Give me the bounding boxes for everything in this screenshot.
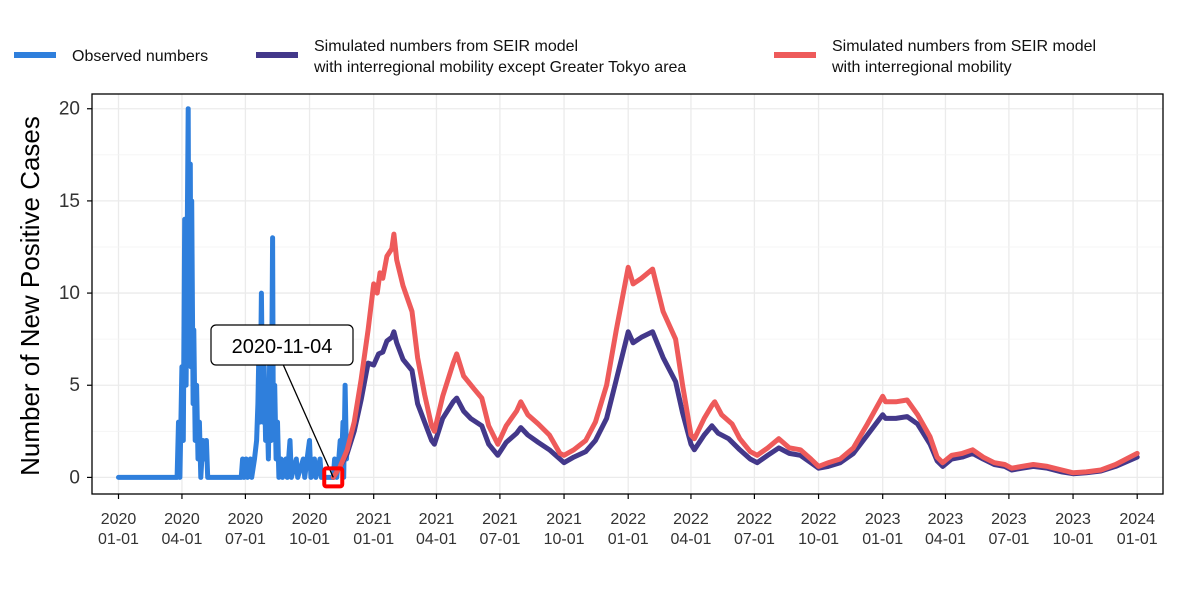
x-tick-label-line: 04-01	[925, 531, 966, 548]
x-tick-label-line: 07-01	[734, 531, 775, 548]
highlight-marker	[322, 466, 345, 489]
y-tick-label-3: 15	[59, 191, 80, 212]
y-tick-label-1: 5	[69, 375, 80, 396]
series-line-0	[116, 106, 350, 480]
series-layer	[116, 106, 1140, 480]
plot-border	[91, 93, 1164, 495]
x-tick-label-14: 2023 07-01	[988, 511, 1029, 548]
x-tick-label-line: 2024	[1119, 511, 1155, 528]
x-tick-label-line: 07-01	[988, 531, 1029, 548]
legend-label-line: with interregional mobility	[831, 59, 1012, 76]
annotation: 2020-11-04	[210, 324, 354, 489]
y-tick-label-2: 10	[59, 283, 80, 304]
x-tick-label-line: 2023	[928, 511, 964, 528]
x-tick-label-16: 2024 01-01	[1117, 511, 1158, 548]
x-tick-label-line: 04-01	[161, 531, 202, 548]
legend-label-line: Simulated numbers from SEIR model	[314, 38, 578, 55]
x-tick-label-line: 2020	[164, 511, 200, 528]
x-tick-label-line: 10-01	[798, 531, 839, 548]
legend-label-line: Observed numbers	[72, 48, 208, 65]
x-tick-label-line: 2021	[419, 511, 455, 528]
x-tick-label-line: 10-01	[544, 531, 585, 548]
x-tick-label-10: 2022 07-01	[734, 511, 775, 548]
legend-label-line: Simulated numbers from SEIR model	[832, 38, 1096, 55]
x-tick-label-line: 2023	[991, 511, 1027, 528]
x-tick-label-0: 2020 01-01	[98, 511, 139, 548]
series-line-1	[330, 329, 1140, 480]
x-tick-label-line: 10-01	[289, 531, 330, 548]
y-tick-label-4: 20	[59, 99, 80, 120]
x-tick-label-6: 2021 07-01	[479, 511, 520, 548]
legend-label-line: with interregional mobility except Great…	[313, 59, 686, 76]
x-tick-label-9: 2022 04-01	[670, 511, 711, 548]
x-tick-label-line: 2022	[673, 511, 709, 528]
x-tick-label-line: 2021	[356, 511, 392, 528]
x-tick-label-line: 2022	[801, 511, 837, 528]
x-tick-label-13: 2023 04-01	[925, 511, 966, 548]
legend-label-0: Observed numbers	[72, 48, 208, 65]
x-tick-label-8: 2022 01-01	[608, 511, 649, 548]
grid	[92, 94, 1163, 494]
x-tick-label-5: 2021 04-01	[416, 511, 457, 548]
x-tick-label-15: 2023 10-01	[1053, 511, 1094, 548]
x-tick-label-line: 2022	[737, 511, 773, 528]
x-tick-label-line: 01-01	[608, 531, 649, 548]
x-tick-label-line: 2020	[292, 511, 328, 528]
x-tick-label-line: 01-01	[1117, 531, 1158, 548]
x-tick-label-line: 2020	[228, 511, 264, 528]
callout-label: 2020-11-04	[232, 336, 333, 358]
x-tick-label-11: 2022 10-01	[798, 511, 839, 548]
legend-label-1: Simulated numbers from SEIR model with in…	[313, 38, 686, 76]
x-tick-label-line: 01-01	[862, 531, 903, 548]
x-tick-label-line: 04-01	[416, 531, 457, 548]
x-tick-label-line: 01-01	[353, 531, 394, 548]
x-tick-label-line: 2021	[482, 511, 518, 528]
x-tick-label-line: 04-01	[670, 531, 711, 548]
legend: Observed numbers Simulated numbers from S…	[14, 38, 1096, 76]
x-tick-label-1: 2020 04-01	[161, 511, 202, 548]
x-tick-label-line: 2022	[610, 511, 646, 528]
x-tick-label-7: 2021 10-01	[544, 511, 585, 548]
x-tick-label-line: 2023	[1055, 511, 1091, 528]
x-tick-label-line: 2021	[546, 511, 582, 528]
callout-connector	[281, 361, 334, 478]
x-tick-label-line: 2020	[101, 511, 137, 528]
y-tick-label-0: 0	[69, 467, 80, 488]
x-tick-label-2: 2020 07-01	[225, 511, 266, 548]
x-tick-label-4: 2021 01-01	[353, 511, 394, 548]
series-line-2	[330, 231, 1140, 480]
legend-label-2: Simulated numbers from SEIR model with in…	[831, 38, 1096, 76]
x-tick-label-line: 10-01	[1053, 531, 1094, 548]
x-tick-label-line: 07-01	[225, 531, 266, 548]
callout-box	[210, 324, 354, 366]
x-tick-label-12: 2023 01-01	[862, 511, 903, 548]
y-axis-label: Number of New Positive Cases	[15, 116, 45, 476]
x-tick-label-3: 2020 10-01	[289, 511, 330, 548]
x-tick-label-line: 07-01	[479, 531, 520, 548]
x-tick-label-line: 2023	[865, 511, 901, 528]
x-tick-label-line: 01-01	[98, 531, 139, 548]
